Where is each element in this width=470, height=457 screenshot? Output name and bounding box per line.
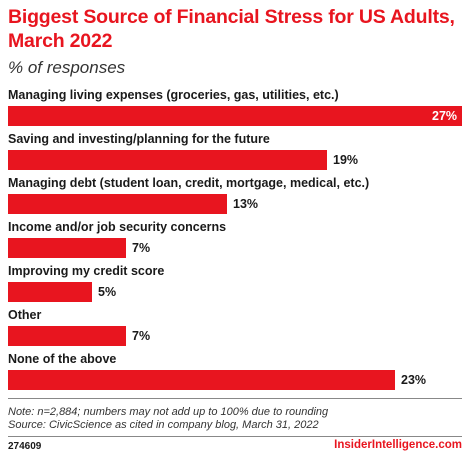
value-label: 7%	[132, 241, 151, 255]
bar	[8, 194, 227, 214]
category-label: Saving and investing/planning for the fu…	[8, 132, 270, 146]
value-label: 7%	[132, 329, 151, 343]
category-label: Other	[8, 308, 42, 322]
bar	[8, 150, 327, 170]
bar	[8, 370, 395, 390]
value-label: 13%	[233, 197, 259, 211]
bottom-divider	[8, 436, 462, 437]
category-label: Improving my credit score	[8, 264, 165, 278]
chart-subtitle: % of responses	[8, 58, 126, 77]
chart-id: 274609	[8, 441, 42, 452]
brand-link[interactable]: InsiderIntelligence.com	[334, 439, 462, 451]
category-label: Managing living expenses (groceries, gas…	[8, 88, 339, 102]
value-label: 5%	[98, 285, 117, 299]
category-label: None of the above	[8, 352, 117, 366]
source-text: Source: CivicScience as cited in company…	[8, 419, 319, 431]
bar-chart: Managing living expenses (groceries, gas…	[0, 88, 470, 398]
footer-divider	[8, 398, 462, 399]
value-label: 23%	[401, 373, 427, 387]
chart-title: Biggest Source of Financial Stress for U…	[8, 6, 455, 52]
value-label: 19%	[333, 153, 359, 167]
value-label: 27%	[432, 109, 458, 123]
bar	[8, 282, 92, 302]
bar	[8, 106, 462, 126]
category-label: Managing debt (student loan, credit, mor…	[8, 176, 370, 190]
bar	[8, 326, 126, 346]
note-text: Note: n=2,884; numbers may not add up to…	[8, 406, 329, 418]
category-label: Income and/or job security concerns	[8, 220, 227, 234]
footer-notes: Note: n=2,884; numbers may not add up to…	[8, 406, 328, 432]
bar	[8, 238, 126, 258]
